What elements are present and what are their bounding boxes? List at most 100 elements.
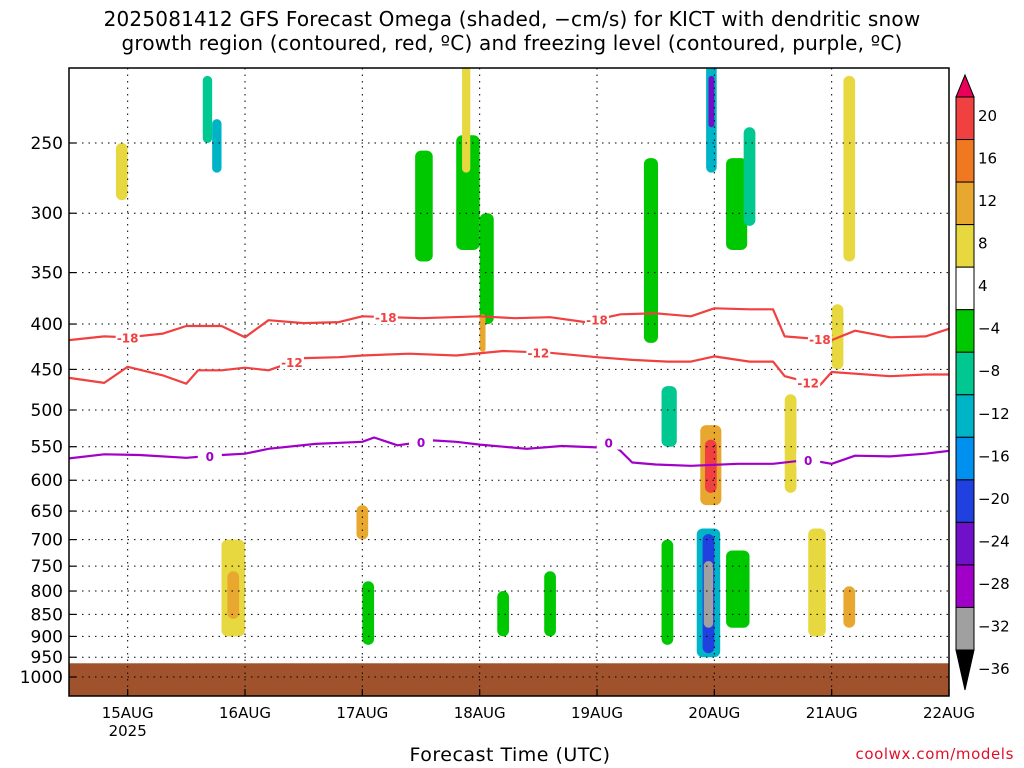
x-tick-label: 15AUG <box>102 704 154 722</box>
omega-cell <box>462 68 471 173</box>
omega-cell <box>703 561 714 628</box>
colorbar-swatch <box>955 224 975 268</box>
x-tick-label: 20AUG <box>688 704 740 722</box>
omega-cell <box>726 550 750 628</box>
y-tick-label: 700 <box>31 531 63 551</box>
y-tick-label: 650 <box>31 502 63 522</box>
contour-label-bg <box>279 354 304 370</box>
colorbar-swatch <box>955 606 975 651</box>
contour-label: -12 <box>281 356 303 370</box>
omega-cell <box>212 119 222 173</box>
colorbar-swatch <box>955 139 975 183</box>
contour-label: 0 <box>605 436 613 450</box>
colorbar-label: 8 <box>978 235 988 253</box>
y-tick-label: 450 <box>31 360 63 380</box>
x-tick-sublabel: 2025 <box>109 722 147 740</box>
x-tick-label: 21AUG <box>806 704 858 722</box>
omega-cell <box>497 591 509 637</box>
y-tick-label: 800 <box>31 582 63 602</box>
x-tick-label: 16AUG <box>219 704 271 722</box>
contour-label: 0 <box>804 454 812 468</box>
colorbar-swatch <box>955 521 975 566</box>
contour-label: -18 <box>117 331 139 345</box>
colorbar-swatch <box>955 436 975 481</box>
ground-fill <box>69 663 949 696</box>
omega-cell <box>743 127 756 226</box>
omega-shading <box>115 68 856 658</box>
chart-title-line2: growth region (contoured, red, ºC) and f… <box>121 31 903 55</box>
contour-label-bg <box>796 374 821 390</box>
credit-link[interactable]: coolwx.com/models <box>855 745 1014 763</box>
x-axis-title: Forecast Time (UTC) <box>409 744 611 766</box>
contour-label-bg <box>373 309 398 325</box>
contour-label: -12 <box>527 346 549 360</box>
y-tick-label: 500 <box>31 401 63 421</box>
colorbar-label: 20 <box>978 107 997 125</box>
y-tick-label: 550 <box>31 438 63 458</box>
omega-cell <box>362 581 375 645</box>
y-tick-label: 850 <box>31 605 63 625</box>
colorbar-label: 4 <box>978 277 988 295</box>
omega-cell <box>227 571 240 619</box>
omega-cell <box>544 571 556 637</box>
omega-cell <box>643 158 659 343</box>
colorbar-label: −4 <box>978 320 1000 338</box>
omega-cell <box>726 158 748 250</box>
y-tick-label: 350 <box>31 264 63 284</box>
contour-label-bg <box>409 434 433 450</box>
colorbar-swatch <box>955 394 975 438</box>
x-tick-label: 18AUG <box>454 704 506 722</box>
contour-label-bg <box>596 434 621 450</box>
omega-cell <box>479 314 486 352</box>
x-tick-label: 19AUG <box>571 704 623 722</box>
contour-label-bg <box>115 329 140 345</box>
omega-cell <box>202 75 213 143</box>
y-tick-label: 600 <box>31 471 63 491</box>
colorbar-label: −8 <box>978 362 1000 380</box>
omega-cell <box>661 539 674 645</box>
contour-label: -18 <box>809 333 831 347</box>
colorbar-swatch <box>955 309 975 353</box>
omega-cell <box>415 150 433 262</box>
y-axis: 2503003504004505005506006507007508008509… <box>20 134 76 688</box>
y-tick-label: 900 <box>31 627 63 647</box>
contour-label-bg <box>807 331 832 347</box>
colorbar-label: −16 <box>978 447 1010 465</box>
colorbar: 20 16 12 8 4 −4 −8 −12 −16 −20 −24 −28 −32 −36 <box>955 73 1010 691</box>
colorbar-label: −36 <box>978 660 1010 678</box>
y-tick-label: 1000 <box>20 668 63 688</box>
contour-label-bg <box>526 344 551 360</box>
contour-label: -12 <box>797 376 819 390</box>
ground-layer <box>69 663 949 696</box>
colorbar-label: −12 <box>978 405 1010 423</box>
chart-title-line1: 2025081412 GFS Forecast Omega (shaded, −… <box>103 7 921 31</box>
omega-cell <box>843 75 856 262</box>
y-tick-label: 950 <box>31 648 63 668</box>
colorbar-swatch <box>955 564 975 608</box>
y-tick-label: 400 <box>31 315 63 335</box>
contour-label: -18 <box>586 314 608 328</box>
contour-label-bg <box>796 451 821 467</box>
x-tick-label: 22AUG <box>923 704 975 722</box>
colorbar-swatch <box>955 181 975 226</box>
colorbar-label: 12 <box>978 192 997 210</box>
colorbar-label: −24 <box>978 532 1010 550</box>
colorbar-label: −20 <box>978 490 1010 508</box>
contour-label: 0 <box>206 450 214 464</box>
contour-label: 0 <box>417 436 425 450</box>
colorbar-swatch <box>955 266 975 311</box>
colorbar-swatch <box>955 351 975 396</box>
colorbar-label: 16 <box>978 150 997 168</box>
x-tick-label: 17AUG <box>336 704 388 722</box>
contours: -18 -18 -18 -18 -12 -12 -12 0 0 0 0 <box>69 307 949 468</box>
y-tick-label: 300 <box>31 204 63 224</box>
omega-cell <box>708 75 715 128</box>
contour-label-bg <box>585 311 609 327</box>
contour-label: -18 <box>375 311 397 325</box>
y-tick-label: 750 <box>31 557 63 577</box>
colorbar-swatch <box>955 479 975 523</box>
colorbar-swatch <box>955 96 975 141</box>
omega-cell <box>356 505 369 540</box>
